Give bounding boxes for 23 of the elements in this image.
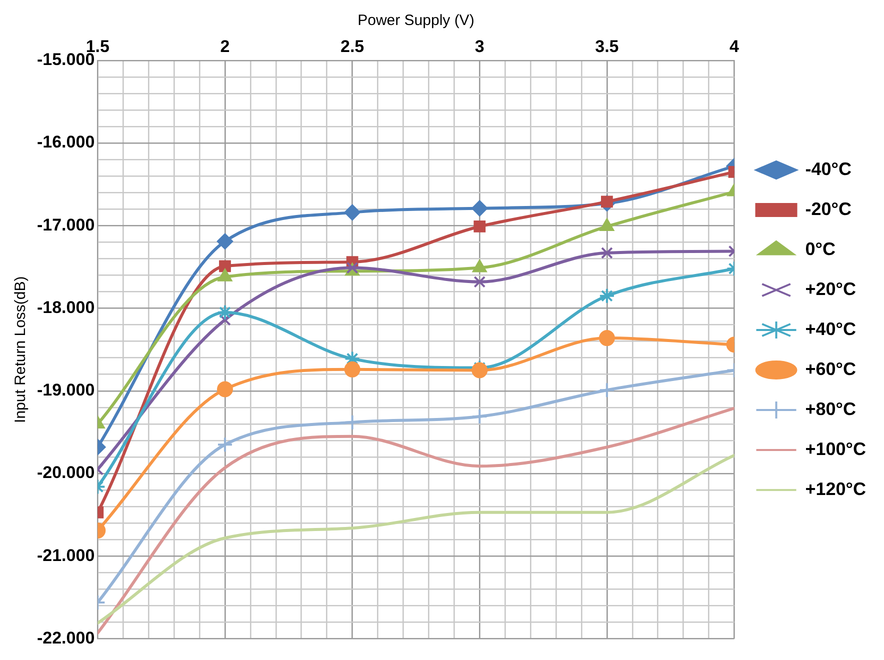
x-tick-label: 3 [474, 36, 484, 56]
y-tick-label: -16.000 [36, 132, 95, 152]
x-tick-label: 2.5 [340, 36, 364, 56]
x-tick-label: 2 [220, 36, 230, 56]
legend-label: +60°C [805, 358, 856, 379]
legend-label: +80°C [805, 398, 856, 419]
legend-label: +100°C [805, 438, 866, 459]
y-tick-label: -20.000 [36, 463, 95, 482]
legend-label: +20°C [805, 278, 856, 299]
y-tick-label: -21.000 [36, 546, 95, 565]
y-tick-label: -22.000 [36, 628, 95, 648]
x-tick-label: 3.5 [595, 36, 619, 56]
y-tick-label: -17.000 [36, 215, 95, 234]
legend-label: -40°C [805, 158, 852, 179]
y-tick-label: -19.000 [36, 380, 95, 400]
legend-label: 0°C [805, 238, 836, 259]
legend-label: -20°C [805, 198, 852, 219]
legend-label: +40°C [805, 318, 856, 339]
x-axis-title: Power Supply (V) [358, 12, 474, 30]
y-axis-title: Input Return Loss(dB) [12, 276, 30, 423]
legend-label: +120°C [805, 478, 866, 499]
x-tick-label: 4 [730, 36, 740, 56]
y-tick-label: -18.000 [36, 298, 95, 317]
